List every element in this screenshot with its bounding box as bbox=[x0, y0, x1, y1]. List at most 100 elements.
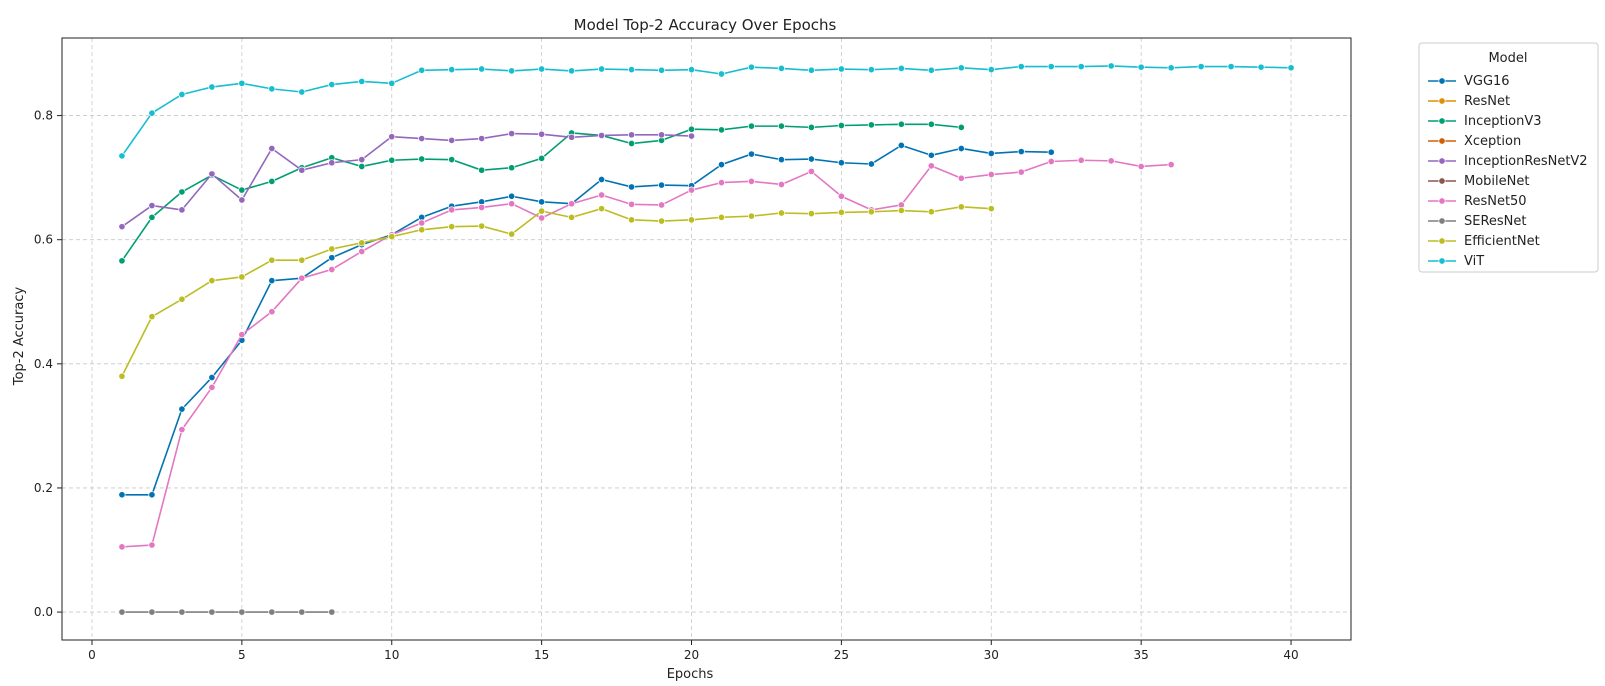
data-point-seresnet bbox=[328, 608, 336, 616]
series-vit bbox=[118, 62, 1295, 160]
data-point-efficientnet bbox=[957, 203, 965, 211]
data-point-inceptionv3 bbox=[418, 155, 426, 163]
x-tick-label: 25 bbox=[834, 648, 849, 662]
legend-label: ViT bbox=[1464, 254, 1484, 269]
data-point-efficientnet bbox=[328, 245, 336, 253]
data-point-resnet50 bbox=[1047, 157, 1055, 166]
legend-entry-xception: Xception bbox=[1428, 134, 1521, 149]
data-point-resnet50 bbox=[538, 214, 546, 222]
data-point-vit bbox=[418, 66, 426, 74]
legend-entry-inceptionresnetv2: InceptionResNetV2 bbox=[1428, 154, 1588, 169]
data-point-vit bbox=[388, 79, 396, 87]
data-point-efficientnet bbox=[687, 216, 696, 224]
data-point-resnet50 bbox=[178, 426, 186, 434]
data-point-resnet50 bbox=[807, 167, 815, 175]
data-point-vgg16 bbox=[538, 198, 546, 206]
data-point-resnet50 bbox=[1167, 161, 1175, 169]
legend-entry-efficientnet: EfficientNet bbox=[1428, 234, 1540, 249]
legend-swatch-marker bbox=[1438, 97, 1446, 105]
data-point-resnet50 bbox=[657, 201, 666, 209]
data-point-efficientnet bbox=[927, 208, 935, 216]
data-point-vit bbox=[987, 66, 995, 74]
data-point-inceptionv3 bbox=[178, 188, 186, 196]
legend-swatch-marker bbox=[1438, 77, 1446, 85]
data-point-inceptionv3 bbox=[867, 121, 875, 129]
data-point-resnet50 bbox=[1107, 157, 1115, 165]
data-point-inceptionv3 bbox=[448, 156, 456, 164]
data-point-inceptionresnetv2 bbox=[598, 131, 606, 139]
data-point-inceptionresnetv2 bbox=[298, 166, 306, 174]
data-point-vgg16 bbox=[178, 405, 186, 413]
data-point-vgg16 bbox=[777, 156, 785, 164]
data-point-vgg16 bbox=[1017, 148, 1025, 156]
series-seresnet bbox=[118, 608, 336, 616]
data-point-inceptionv3 bbox=[238, 186, 246, 194]
data-point-vit bbox=[538, 65, 546, 73]
data-point-resnet50 bbox=[268, 308, 276, 316]
data-point-vgg16 bbox=[598, 175, 606, 184]
data-point-inceptionresnetv2 bbox=[478, 134, 486, 143]
data-point-vit bbox=[598, 65, 606, 73]
data-point-vit bbox=[118, 152, 126, 160]
data-point-inceptionv3 bbox=[927, 120, 935, 128]
x-tick-label: 10 bbox=[384, 648, 399, 662]
legend-label: Xception bbox=[1464, 134, 1521, 149]
data-point-inceptionresnetv2 bbox=[418, 134, 426, 143]
data-point-efficientnet bbox=[628, 216, 636, 224]
data-point-vit bbox=[897, 64, 905, 72]
data-point-resnet50 bbox=[448, 206, 456, 214]
legend-entry-resnet50: ResNet50 bbox=[1428, 194, 1527, 209]
series-inceptionv3 bbox=[118, 120, 965, 265]
legend-entry-vgg16: VGG16 bbox=[1428, 74, 1510, 89]
data-point-vit bbox=[1107, 62, 1115, 70]
data-point-vgg16 bbox=[508, 192, 516, 200]
data-point-vit bbox=[1227, 62, 1235, 71]
data-point-inceptionv3 bbox=[687, 125, 696, 133]
data-point-resnet50 bbox=[1017, 168, 1025, 176]
legend-title: Model bbox=[1488, 51, 1527, 66]
series-line-vit bbox=[121, 65, 1292, 157]
data-point-vit bbox=[1197, 62, 1205, 71]
data-point-vit bbox=[1017, 62, 1025, 71]
series-vgg16 bbox=[118, 141, 1055, 499]
data-point-resnet50 bbox=[837, 192, 845, 200]
data-point-seresnet bbox=[208, 608, 216, 616]
data-point-resnet50 bbox=[508, 200, 516, 208]
series-line-resnet50 bbox=[121, 159, 1172, 548]
data-point-inceptionresnetv2 bbox=[118, 223, 126, 231]
data-point-vit bbox=[867, 66, 875, 74]
data-point-resnet50 bbox=[777, 180, 785, 189]
data-point-efficientnet bbox=[178, 295, 186, 303]
data-point-efficientnet bbox=[987, 205, 995, 213]
x-tick-label: 35 bbox=[1134, 648, 1149, 662]
data-point-seresnet bbox=[298, 608, 306, 616]
data-point-vit bbox=[358, 77, 366, 85]
data-point-vit bbox=[328, 80, 336, 89]
data-point-inceptionresnetv2 bbox=[508, 130, 516, 138]
data-point-vgg16 bbox=[717, 161, 726, 169]
data-point-vit bbox=[1167, 64, 1175, 72]
legend-frame bbox=[1418, 42, 1599, 273]
data-point-resnet50 bbox=[328, 265, 336, 274]
x-axis: 0 5 10 15 20 25 30 35 40 bbox=[88, 640, 1299, 662]
data-point-vgg16 bbox=[987, 149, 995, 157]
data-point-efficientnet bbox=[897, 206, 905, 215]
data-point-resnet50 bbox=[987, 170, 995, 179]
data-point-vit bbox=[268, 85, 276, 93]
legend-label: InceptionV3 bbox=[1464, 114, 1542, 129]
data-point-resnet50 bbox=[478, 203, 486, 211]
data-point-resnet50 bbox=[118, 543, 126, 551]
data-point-vit bbox=[777, 64, 785, 72]
data-point-vit bbox=[208, 83, 216, 91]
data-point-vit bbox=[657, 66, 666, 74]
data-point-inceptionresnetv2 bbox=[148, 202, 156, 210]
legend-label: VGG16 bbox=[1464, 74, 1510, 89]
data-point-vgg16 bbox=[927, 151, 935, 159]
y-axis: 0.0 0.2 0.4 0.6 0.8 bbox=[34, 109, 62, 619]
data-point-inceptionresnetv2 bbox=[687, 132, 696, 140]
data-point-vit bbox=[747, 63, 756, 71]
x-tick-label: 20 bbox=[684, 648, 699, 662]
data-point-vit bbox=[717, 70, 726, 78]
data-point-efficientnet bbox=[418, 226, 426, 234]
data-point-inceptionv3 bbox=[957, 123, 965, 131]
